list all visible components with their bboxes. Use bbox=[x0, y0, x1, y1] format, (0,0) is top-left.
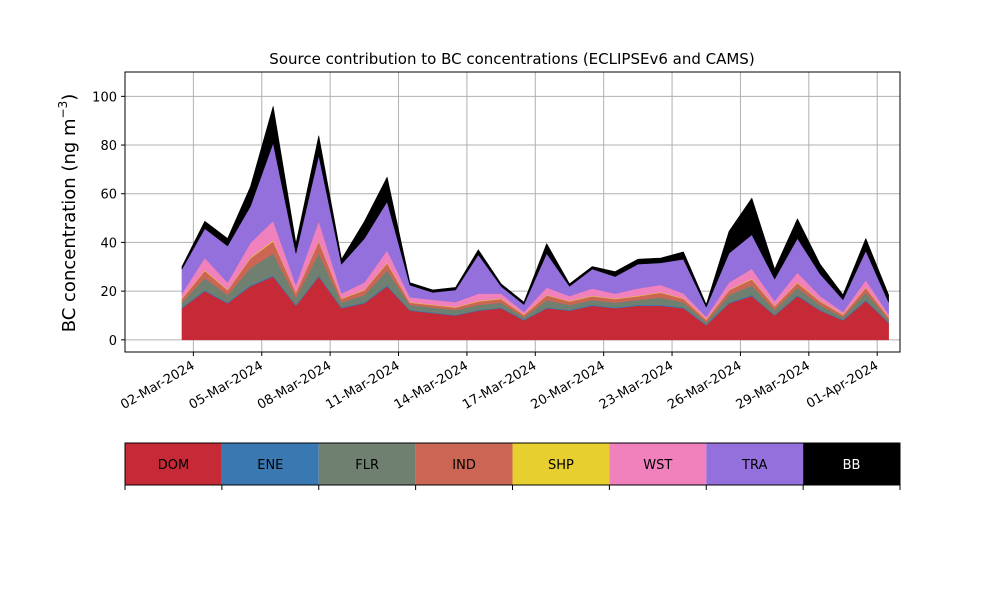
area-layer bbox=[181, 106, 889, 341]
area-series-bb bbox=[181, 106, 889, 308]
legend-label-wst: WST bbox=[643, 458, 672, 473]
legend-label-dom: DOM bbox=[158, 458, 189, 473]
y-tick-label: 40 bbox=[100, 236, 117, 251]
legend-swatch-tra bbox=[706, 443, 804, 485]
legend-swatch-ind bbox=[415, 443, 513, 485]
y-tick-label: 100 bbox=[92, 90, 117, 105]
legend-swatch-wst bbox=[609, 443, 707, 485]
y-tick-label: 0 bbox=[109, 334, 117, 349]
legend-label-tra: TRA bbox=[741, 458, 767, 473]
legend-swatch-flr bbox=[318, 443, 416, 485]
y-tick-label: 60 bbox=[100, 188, 117, 203]
legend-label-shp: SHP bbox=[548, 458, 574, 473]
legend-colorbar: DOM ENE FLR IND SHP WST TRA BB bbox=[124, 442, 901, 490]
y-tick-label: 80 bbox=[100, 139, 117, 154]
legend-swatch-dom bbox=[125, 443, 222, 485]
legend-swatch-ene bbox=[221, 443, 319, 485]
legend-label-flr: FLR bbox=[355, 458, 379, 473]
legend-label-bb: BB bbox=[843, 458, 861, 473]
legend-label-ene: ENE bbox=[257, 458, 283, 473]
y-axis-label-exponent: −3 bbox=[56, 101, 70, 119]
y-axis-label: BC concentration (ng m−3) bbox=[56, 94, 80, 333]
y-tick-label: 20 bbox=[100, 285, 117, 300]
y-axis-label-main: BC concentration (ng m bbox=[59, 118, 80, 332]
y-axis-label-close: ) bbox=[59, 94, 80, 101]
legend-label-ind: IND bbox=[452, 458, 476, 473]
plot-frame bbox=[124, 71, 901, 353]
legend-swatch-shp bbox=[512, 443, 610, 485]
chart-title: Source contribution to BC concentrations… bbox=[269, 50, 754, 68]
legend-swatch-bb bbox=[803, 443, 900, 485]
